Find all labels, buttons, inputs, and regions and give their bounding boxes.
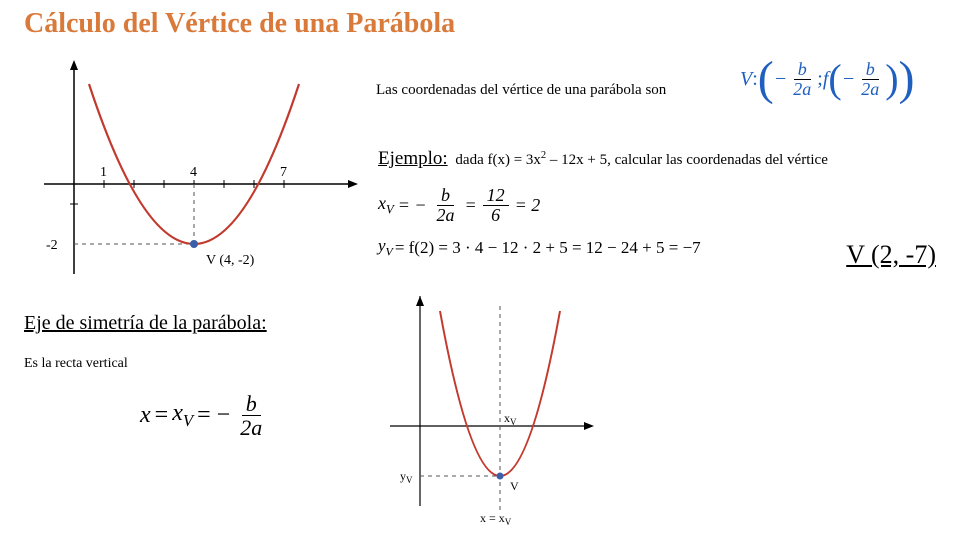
y-arrow-icon	[70, 60, 78, 70]
ytick-neg2: -2	[46, 238, 58, 253]
vertex-formula: V : ( − b 2a ; f ( − b 2a ) )	[740, 60, 915, 99]
xtick-4: 4	[190, 165, 197, 180]
vertex-result: V (2, -7)	[846, 240, 936, 270]
axis-eq-label: x = xV	[480, 511, 512, 526]
af-sub: V	[183, 411, 193, 430]
af-eq1: =	[155, 402, 169, 429]
calc-xv: xV = − b2a = 126 = 2	[378, 186, 540, 225]
x-arrow2-icon	[584, 422, 594, 430]
af-num: b	[242, 392, 261, 416]
example-label: Ejemplo:	[378, 148, 448, 169]
axis-section-desc: Es la recta vertical	[24, 356, 128, 372]
xv-lhs: x	[378, 193, 386, 213]
xv-n1: b	[437, 186, 454, 206]
example-text-a: dada f(x) = 3x	[455, 152, 541, 168]
example-line: Ejemplo: dada f(x) = 3x2 – 12x + 5, calc…	[378, 148, 828, 170]
xv-eq2: =	[465, 195, 477, 216]
axis-section-title: Eje de simetría de la parábola:	[24, 312, 267, 335]
af-eq2: = −	[197, 402, 230, 429]
xv-eq: = −	[398, 195, 427, 216]
parabola-graph-2: xV yV V x = xV	[380, 296, 600, 526]
rparen2-icon: )	[885, 63, 898, 95]
vertex-label: V (4, -2)	[206, 253, 255, 268]
xtick-7: 7	[280, 165, 287, 180]
xv-n2: 12	[483, 186, 509, 206]
frac-den: 2a	[789, 80, 815, 99]
xv-d2: 6	[487, 206, 504, 225]
xv-d1: 2a	[433, 206, 459, 225]
yv-lhs: y	[378, 236, 386, 255]
vertex-dot	[190, 240, 198, 248]
page-title: Cálculo del Vértice de una Parábola	[24, 8, 455, 40]
af-x: x	[140, 402, 151, 429]
af-den: 2a	[236, 416, 266, 439]
vertex-dot-2	[497, 473, 504, 480]
axis-formula: x = xV = − b2a	[140, 392, 268, 439]
af-xv: x	[172, 400, 183, 426]
xv-label: xV	[504, 411, 517, 427]
yv-sub: V	[386, 244, 393, 258]
xv-sub: V	[386, 203, 394, 217]
frac-num2: b	[862, 60, 879, 80]
v-label: V	[510, 479, 519, 493]
x-arrow-icon	[348, 180, 358, 188]
parabola-graph-1: 1 4 7 -2 V (4, -2)	[24, 54, 364, 284]
lparen2-icon: (	[828, 63, 841, 95]
formula-V: V	[740, 68, 752, 91]
xv-eq3: = 2	[515, 195, 541, 216]
intro-text: Las coordenadas del vértice de una paráb…	[376, 82, 666, 99]
frac-num: b	[794, 60, 811, 80]
yv-body: = f(2) = 3 · 4 − 12 · 2 + 5 = 12 − 24 + …	[395, 238, 701, 258]
y-arrow2-icon	[416, 296, 424, 306]
rparen-icon: )	[899, 60, 915, 98]
frac-den2: 2a	[857, 80, 883, 99]
example-text-b: – 12x + 5, calcular las coordenadas del …	[546, 152, 828, 168]
lparen-icon: (	[758, 60, 774, 98]
yv-label: yV	[400, 469, 413, 485]
xtick-1: 1	[100, 165, 107, 180]
calc-yv: yV = f(2) = 3 · 4 − 12 · 2 + 5 = 12 − 24…	[378, 236, 701, 259]
